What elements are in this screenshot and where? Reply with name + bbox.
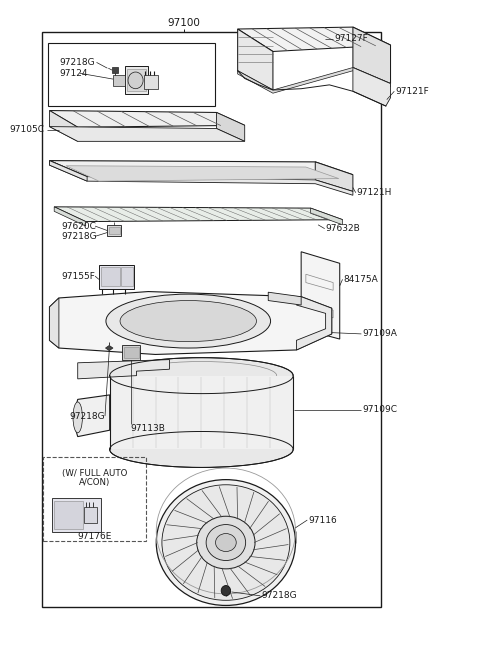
Polygon shape — [297, 297, 332, 350]
Bar — [124, 347, 139, 358]
Polygon shape — [353, 27, 391, 84]
Polygon shape — [49, 126, 245, 141]
Text: 84175A: 84175A — [344, 275, 378, 284]
Text: 97100: 97100 — [167, 18, 200, 28]
Bar — [121, 267, 133, 286]
Bar — [43, 457, 146, 540]
Bar — [84, 507, 97, 523]
Text: A/CON): A/CON) — [79, 478, 110, 487]
Polygon shape — [238, 29, 273, 90]
Text: 97218G: 97218G — [61, 232, 97, 241]
Polygon shape — [238, 27, 391, 52]
Ellipse shape — [110, 432, 293, 468]
Text: (W/ FULL AUTO: (W/ FULL AUTO — [62, 470, 127, 478]
Bar — [122, 345, 140, 360]
Text: 97218G: 97218G — [70, 411, 105, 421]
Ellipse shape — [162, 485, 290, 600]
Polygon shape — [74, 395, 110, 437]
Text: 97121H: 97121H — [357, 188, 392, 197]
Polygon shape — [49, 160, 353, 177]
Polygon shape — [49, 291, 332, 354]
Bar — [127, 69, 146, 91]
Ellipse shape — [221, 586, 230, 596]
Ellipse shape — [120, 301, 256, 342]
Text: 97632B: 97632B — [325, 224, 360, 233]
Text: 97620C: 97620C — [61, 221, 96, 231]
Text: 97121F: 97121F — [395, 86, 429, 96]
Ellipse shape — [128, 72, 143, 88]
Polygon shape — [238, 67, 391, 93]
Bar — [112, 67, 118, 73]
Polygon shape — [311, 208, 343, 225]
Polygon shape — [110, 375, 293, 449]
Polygon shape — [54, 207, 343, 221]
Polygon shape — [106, 345, 113, 350]
Text: 97105C: 97105C — [10, 125, 45, 134]
Bar — [144, 75, 157, 88]
Ellipse shape — [156, 479, 296, 605]
Bar — [52, 498, 101, 532]
Polygon shape — [315, 162, 353, 191]
Text: 97155F: 97155F — [61, 272, 95, 280]
Bar — [42, 32, 381, 607]
Ellipse shape — [197, 516, 255, 569]
Polygon shape — [49, 298, 59, 348]
Text: 97218G: 97218G — [59, 58, 95, 67]
Text: 97124: 97124 — [59, 69, 87, 78]
Ellipse shape — [206, 525, 246, 561]
Bar — [54, 501, 83, 529]
Bar — [125, 66, 148, 94]
Polygon shape — [49, 160, 87, 181]
Polygon shape — [78, 360, 169, 379]
Polygon shape — [353, 67, 391, 106]
Bar — [101, 267, 120, 286]
Polygon shape — [301, 252, 340, 339]
Polygon shape — [49, 111, 245, 127]
Text: 97116: 97116 — [308, 515, 337, 525]
Text: 97218G: 97218G — [261, 591, 297, 601]
Ellipse shape — [110, 358, 293, 394]
Text: 97109A: 97109A — [362, 329, 397, 339]
Ellipse shape — [106, 294, 271, 348]
Ellipse shape — [216, 534, 236, 552]
Text: 97176E: 97176E — [77, 532, 112, 540]
Text: 97109C: 97109C — [362, 405, 397, 414]
Polygon shape — [49, 160, 353, 195]
Text: 97127F: 97127F — [334, 34, 368, 43]
Polygon shape — [66, 166, 339, 181]
Polygon shape — [49, 111, 78, 141]
Bar — [113, 75, 125, 86]
Polygon shape — [268, 292, 301, 305]
Polygon shape — [54, 207, 86, 226]
Polygon shape — [216, 113, 245, 141]
Ellipse shape — [73, 402, 83, 433]
Text: 97113B: 97113B — [130, 424, 165, 434]
Bar — [48, 43, 215, 106]
Bar — [109, 227, 120, 234]
Bar — [108, 225, 121, 236]
Bar — [99, 265, 134, 289]
